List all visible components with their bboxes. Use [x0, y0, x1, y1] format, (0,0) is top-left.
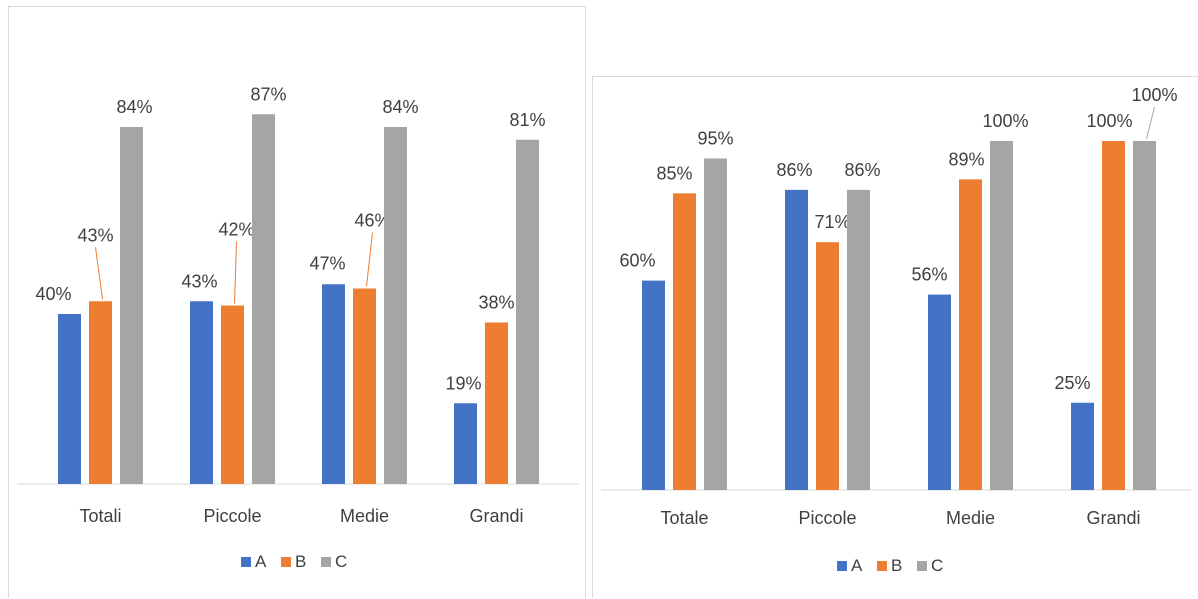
right-data-label-a-totale: 60% [619, 251, 655, 271]
left-data-label-a-totali: 40% [35, 284, 71, 304]
right-bar-c-grandi [1133, 141, 1156, 490]
right-category-label: Totale [660, 508, 708, 528]
left-category-label: Medie [340, 506, 389, 526]
right-legend-label-a: A [851, 556, 863, 575]
right-data-label-b-piccole: 71% [814, 212, 850, 232]
left-bar-b-totali [89, 301, 112, 484]
right-data-label-a-piccole: 86% [776, 160, 812, 180]
chart-left-panel: 40% 43% 84% Totali 43% 42% 87% Piccole 47% 46% 84%… [8, 6, 586, 598]
right-legend-swatch-c [917, 561, 927, 571]
right-data-label-c-grandi: 100% [1131, 85, 1177, 105]
right-data-label-b-grandi: 100% [1086, 111, 1132, 131]
chart-right: 60% 85%95% Totale 86% 71% 86% Piccole 56% 89% 100… [601, 85, 1191, 575]
left-data-label-b-piccole: 42% [218, 220, 254, 240]
right-data-label-a-medie: 56% [911, 265, 947, 285]
left-bar-c-totali [120, 127, 143, 484]
right-data-label-a-grandi: 25% [1054, 373, 1090, 393]
left-legend-label-a: A [255, 552, 267, 571]
chart-left: 40% 43% 84% Totali 43% 42% 87% Piccole 47% 46% 84%… [17, 84, 579, 571]
left-bar-a-piccole [190, 301, 213, 484]
left-legend-label-c: C [335, 552, 347, 571]
left-bar-b-medie [353, 288, 376, 484]
left-leader-line [95, 247, 103, 300]
left-category-label: Totali [79, 506, 121, 526]
left-bar-c-grandi [516, 139, 539, 484]
left-leader-line [234, 241, 237, 304]
right-data-label-c-totale: 95% [697, 128, 733, 148]
left-data-label-b-grandi: 38% [478, 293, 514, 313]
chart-right-panel: 60% 85% 95% Totale 86% 71% 86% Piccole 56% 89% 100… [592, 76, 1198, 598]
left-data-label-c-totali: 84% [116, 97, 152, 117]
right-legend-label-b: B [891, 556, 902, 575]
left-data-label-c-piccole: 87% [250, 84, 286, 104]
left-category-label: Grandi [469, 506, 523, 526]
left-bar-b-grandi [485, 322, 508, 484]
left-bar-c-piccole [252, 114, 275, 484]
right-bar-a-grandi [1071, 402, 1094, 490]
right-data-label-c-piccole: 86% [844, 160, 880, 180]
left-legend-swatch-c [321, 557, 331, 567]
right-legend-swatch-a [837, 561, 847, 571]
left-leader-line [366, 232, 373, 287]
left-legend-label-b: B [295, 552, 306, 571]
left-bar-b-piccole [221, 305, 244, 484]
right-legend-swatch-b [877, 561, 887, 571]
left-category-label: Piccole [203, 506, 261, 526]
left-data-label-a-piccole: 43% [181, 271, 217, 291]
right-bar-b-grandi [1102, 141, 1125, 490]
right-category-label: Medie [946, 508, 995, 528]
right-bar-a-totale [642, 280, 665, 490]
left-data-label-c-grandi: 81% [509, 110, 545, 130]
left-data-label-b-medie: 46% [354, 211, 390, 231]
left-bar-c-medie [384, 127, 407, 484]
left-bar-a-medie [322, 284, 345, 484]
right-bar-c-piccole [847, 189, 870, 491]
right-bar-b-medie [959, 179, 982, 490]
right-data-label-c-medie: 100% [982, 111, 1028, 131]
left-legend-swatch-a [241, 557, 251, 567]
right-bar-a-piccole [785, 189, 808, 491]
left-bar-a-grandi [454, 403, 477, 484]
left-data-label-a-grandi: 19% [445, 373, 481, 393]
left-legend-swatch-b [281, 557, 291, 567]
left-bar-a-totali [58, 314, 81, 484]
left-data-label-c-medie: 84% [382, 97, 418, 117]
right-bar-b-totale [673, 193, 696, 490]
right-bar-c-medie [990, 141, 1013, 490]
right-bar-c-totale [704, 158, 727, 490]
right-leader-line [1146, 106, 1155, 140]
right-data-label-b-medie: 89% [948, 149, 984, 169]
right-bar-a-medie [928, 294, 951, 490]
right-bar-b-piccole [816, 242, 839, 490]
left-data-label-a-medie: 47% [309, 253, 345, 273]
right-category-label: Piccole [798, 508, 856, 528]
right-data-label-b-totale: 85% [656, 163, 692, 183]
right-legend-label-c: C [931, 556, 943, 575]
right-category-label: Grandi [1086, 508, 1140, 528]
left-data-label-b-totali: 43% [77, 225, 113, 245]
